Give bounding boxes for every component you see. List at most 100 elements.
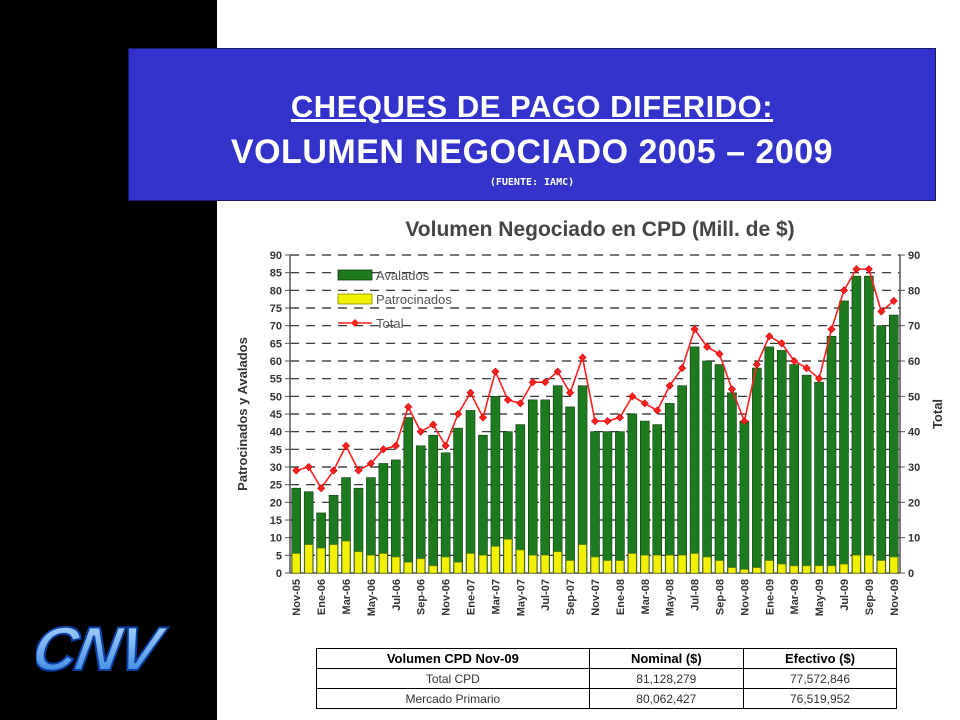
point-total [765,332,774,341]
x-tick-label: Nov-09 [889,579,901,616]
bar-avalados [876,325,887,574]
bar-avalados [552,385,563,574]
cnv-logo: CNV [36,613,173,682]
bar-patrocinados [690,553,699,574]
point-total [703,342,712,351]
bar-patrocinados [727,567,737,574]
point-total [329,466,338,475]
bar-patrocinados [553,551,562,574]
bar-patrocinados [889,556,898,574]
bar-avalados [689,346,700,574]
bar-avalados [764,346,775,574]
legend-swatch-patrocinados [337,293,373,305]
bar-avalados [752,367,762,574]
bar-avalados [590,431,600,574]
bar-patrocinados [628,553,637,574]
bar-avalados [415,445,426,574]
bar-avalados [652,424,663,574]
point-total [478,413,487,422]
y-tick-label-left: 30 [270,462,282,474]
point-total [628,392,637,401]
bar-avalados [391,459,401,574]
x-tick-label: Jul-07 [540,579,552,611]
point-total [491,367,500,376]
row-nominal: 81,128,279 [588,668,745,689]
point-total [603,417,612,426]
svg-text:CNV: CNV [36,614,172,682]
x-tick-label: Nov-08 [739,579,751,616]
point-total [727,385,736,394]
x-tick-label: Mar-09 [789,579,801,614]
bar-patrocinados [503,539,512,574]
point-total [516,399,525,408]
point-total [466,388,475,397]
legend-label-avalados: Avalados [376,268,430,283]
x-tick-label: Sep-07 [565,579,577,615]
source-note: (FUENTE: IAMC) [489,177,575,188]
bar-patrocinados [590,556,600,574]
table-row: Mercado Primario 80,062,427 76,519,952 [316,688,897,709]
y-tick-label-left: 70 [270,321,282,333]
bar-patrocinados [864,555,873,574]
bar-patrocinados [292,553,301,574]
x-tick-label: May-09 [814,579,826,616]
point-total [777,339,786,348]
x-tick-label: Ene-08 [615,579,627,615]
y-tick-label-left: 85 [270,268,282,280]
point-total [864,265,873,274]
bar-patrocinados [478,555,488,574]
bar-patrocinados [777,563,786,574]
bar-patrocinados [802,565,811,574]
bar-avalados [453,427,463,574]
legend-label-patrocinados: Patrocinados [376,292,452,307]
point-total [292,466,301,475]
bar-patrocinados [752,567,761,574]
bar-patrocinados [541,555,550,574]
bar-patrocinados [852,555,861,574]
bar-avalados [776,350,787,574]
point-total [366,459,375,468]
bar-avalados [615,431,625,574]
bar-patrocinados [453,562,463,574]
bar-patrocinados [528,555,537,574]
y-tick-label-left: 10 [270,533,282,545]
bar-patrocinados [341,540,351,574]
y-tick-label-right: 90 [908,250,920,262]
point-total [578,353,587,362]
y-tick-label-right: 20 [908,497,920,509]
point-total [566,388,575,397]
y-tick-label-right: 40 [908,427,920,439]
x-tick-label: Jul-08 [690,579,702,611]
y-tick-label-left: 5 [276,550,282,562]
bar-patrocinados [565,560,575,574]
bar-patrocinados [466,553,475,574]
y-tick-label-left: 20 [270,497,282,509]
bar-patrocinados [790,565,799,574]
y-tick-label-left: 45 [270,409,282,421]
bar-avalados [677,385,687,574]
bar-patrocinados [715,560,724,574]
slide-title: CHEQUES DE PAGO DIFERIDO: [290,89,774,124]
x-tick-label: Mar-07 [490,579,502,614]
bar-avalados [702,360,712,574]
row-label: Total CPD [316,668,590,689]
point-total [678,364,687,373]
point-total [341,441,351,450]
bar-avalados [801,374,812,574]
point-total [815,374,824,383]
bar-avalados [602,431,613,574]
bar-patrocinados [516,549,525,574]
summary-header-volume: Volumen CPD Nov-09 [316,648,590,669]
slide-subtitle: VOLUMEN NEGOCIADO 2005 – 2009 [230,133,834,171]
x-tick-label: Nov-05 [291,579,303,616]
bar-patrocinados [615,560,625,574]
x-tick-label: Mar-06 [341,579,353,614]
y-tick-label-left: 40 [270,427,282,439]
y-tick-label-left: 90 [270,250,282,262]
bar-avalados [851,275,862,574]
point-total [553,367,562,376]
point-total [827,325,836,334]
row-label: Mercado Primario [316,688,590,709]
volume-chart: Volumen Negociado en CPD (Mill. de $) 0 5 1… [235,218,945,616]
bar-avalados [839,300,849,574]
